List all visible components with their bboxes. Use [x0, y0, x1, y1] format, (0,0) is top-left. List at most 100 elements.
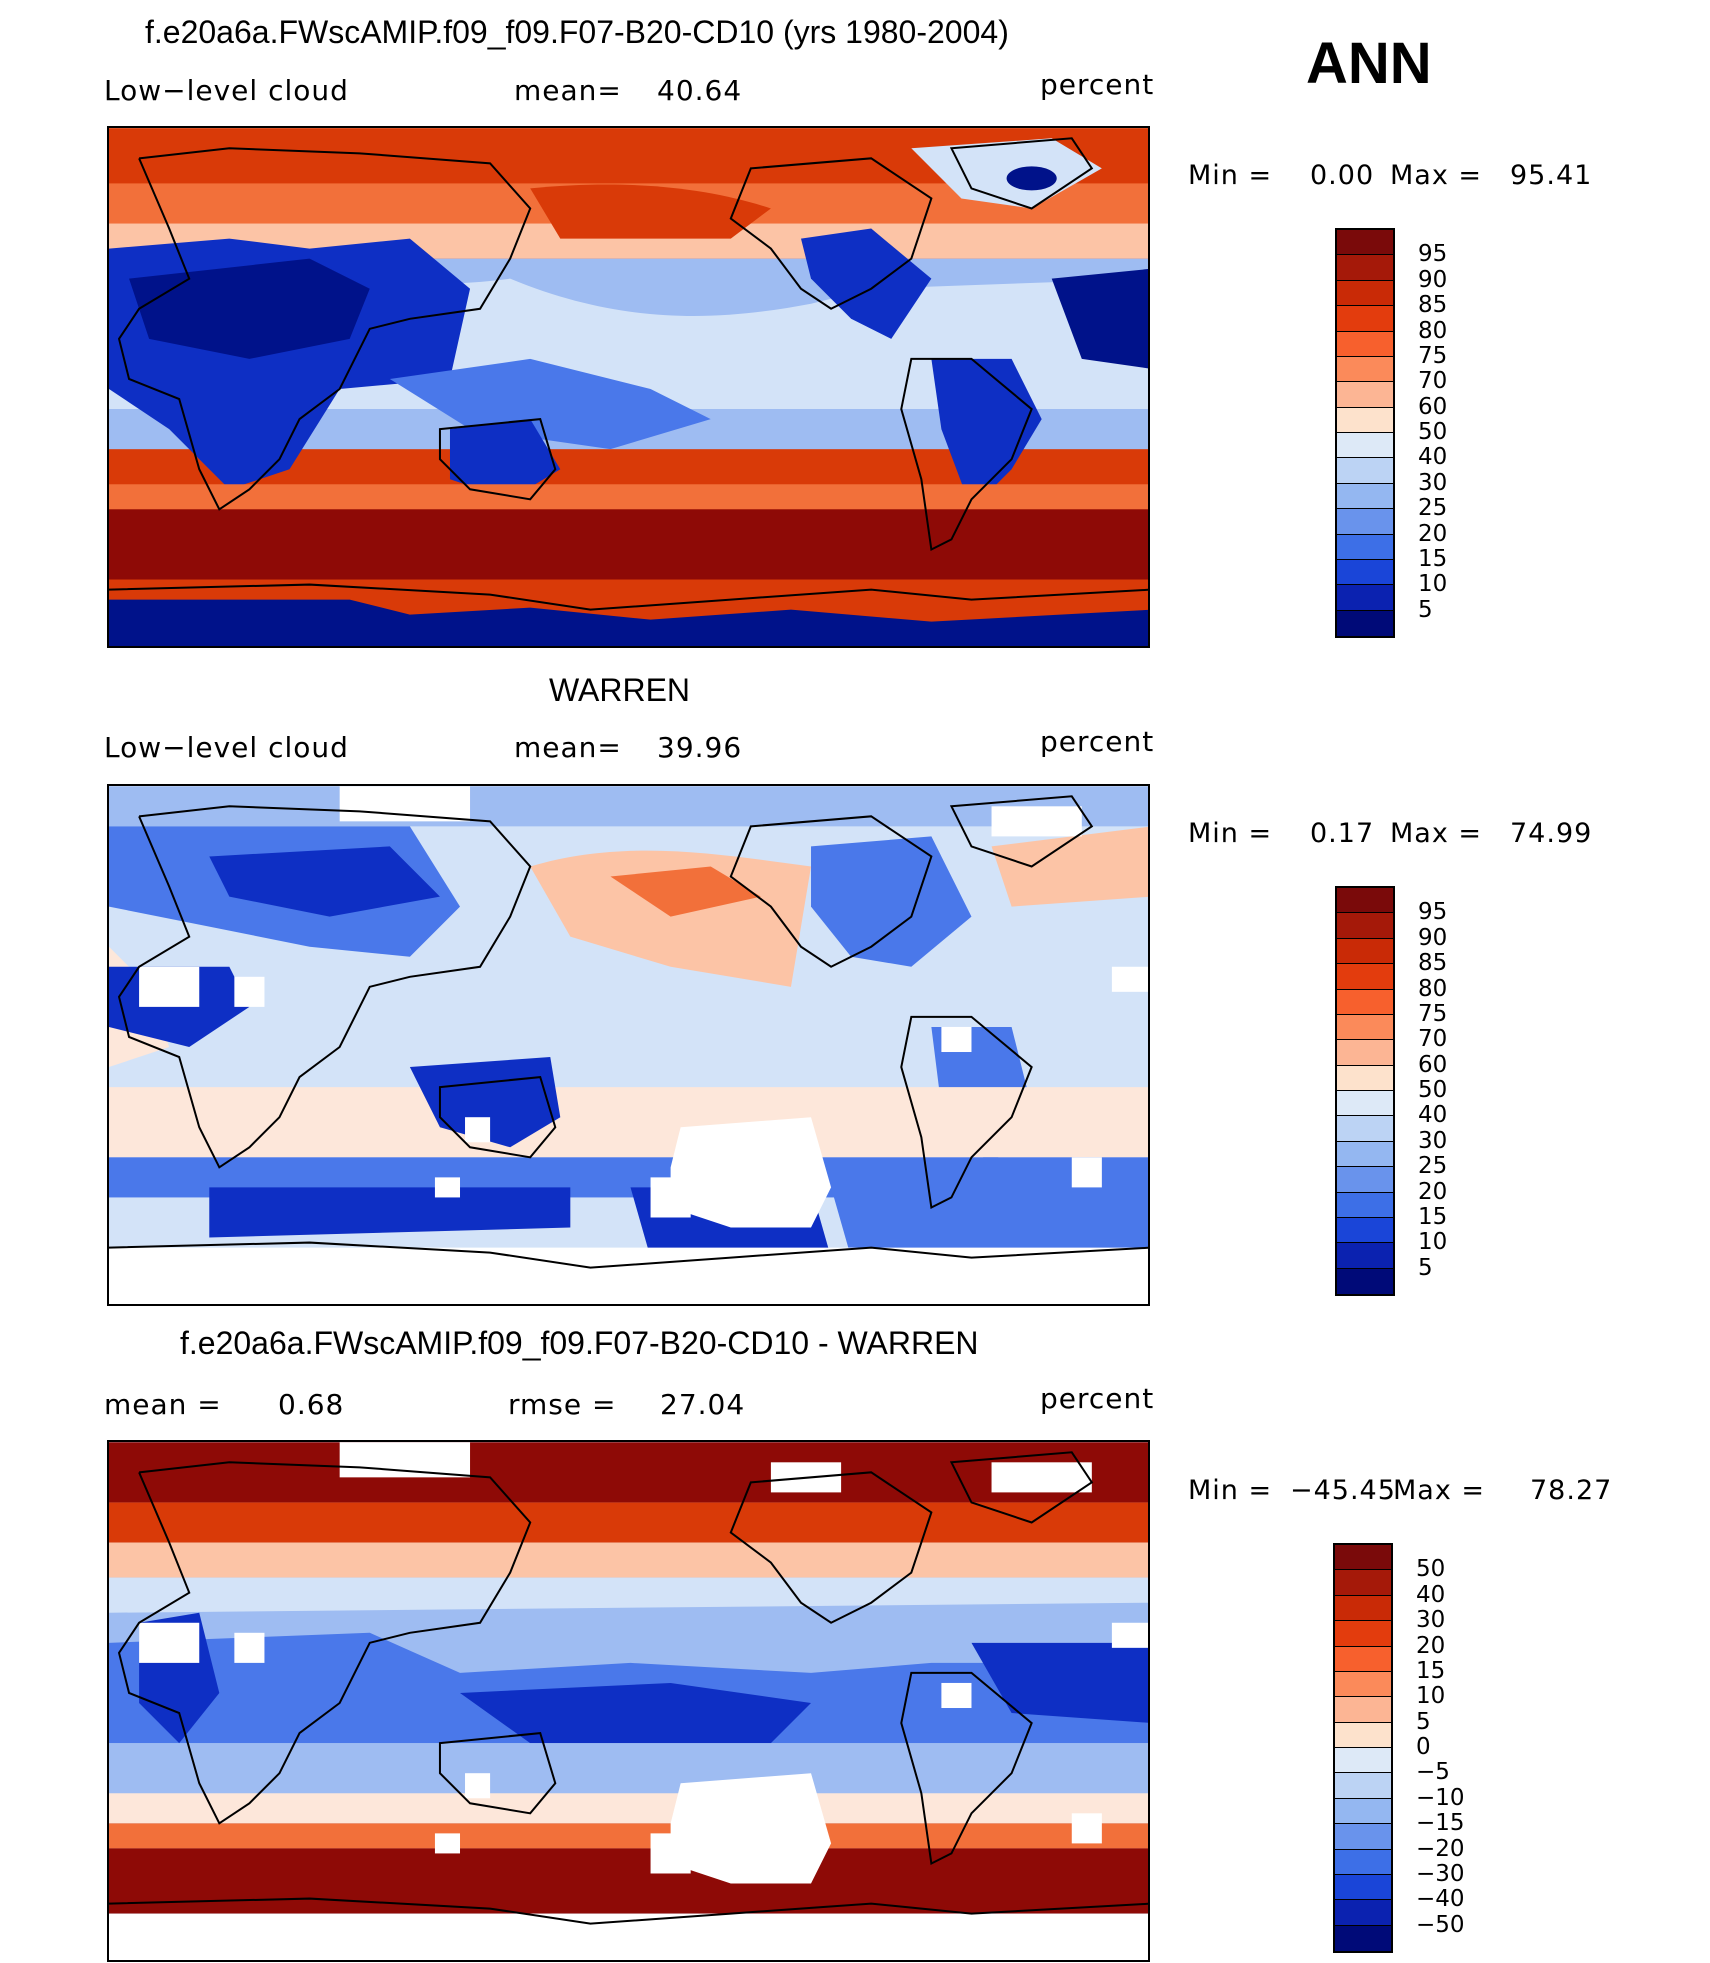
panel1-max-value: 95.41 [1510, 160, 1593, 191]
colorbar-swatch [1337, 1167, 1393, 1193]
colorbar-tick-label: 40 [1418, 1102, 1448, 1129]
colorbar-tick-label: 15 [1416, 1657, 1446, 1684]
colorbar-swatch [1337, 1091, 1393, 1117]
colorbar-tick-label: −30 [1416, 1860, 1465, 1887]
colorbar-tick-label: 25 [1418, 1153, 1448, 1180]
panel3-rmse-value: 27.04 [660, 1388, 746, 1421]
colorbar-tick-label: 85 [1418, 292, 1448, 319]
colorbar-tick-label: 70 [1418, 1026, 1448, 1053]
colorbar-tick-label: 90 [1418, 924, 1448, 951]
panel1-title: f.e20a6a.FWscAMIP.f09_f09.F07-B20-CD10 (… [145, 14, 1009, 50]
panel2-mean-label: mean= [514, 731, 622, 764]
colorbar-tick-label: 30 [1418, 1127, 1448, 1154]
colorbar-swatch [1337, 585, 1393, 611]
colorbar-tick-label: 50 [1418, 1077, 1448, 1103]
panel2-mean-value: 39.96 [657, 731, 743, 764]
panel2-map [107, 784, 1150, 1306]
colorbar-tick-label: 85 [1418, 950, 1448, 977]
colorbar-tick-label: 5 [1418, 1254, 1433, 1281]
colorbar-swatch [1335, 1798, 1391, 1825]
panel3-min-value: −45.45 [1290, 1475, 1396, 1506]
colorbar-tick-label: −50 [1416, 1911, 1465, 1938]
colorbar-swatch [1335, 1824, 1391, 1850]
panel1-min-value: 0.00 [1310, 160, 1375, 191]
colorbar-swatch [1337, 989, 1393, 1015]
colorbar-swatch [1335, 1874, 1391, 1901]
colorbar-swatch [1337, 230, 1393, 256]
panel2-variable-label: Low−level cloud [104, 731, 349, 764]
colorbar-swatch [1335, 1722, 1391, 1748]
colorbar-swatch [1335, 1671, 1391, 1698]
panel1-min-label: Min = [1188, 160, 1273, 191]
colorbar-swatch [1337, 964, 1393, 990]
colorbar-tick-label: 5 [1418, 596, 1433, 623]
colorbar-tick-label: 80 [1418, 975, 1448, 1002]
panel1-mean-value: 40.64 [657, 74, 743, 107]
colorbar-swatch [1337, 382, 1393, 408]
colorbar-swatch [1335, 1545, 1391, 1571]
colorbar-tick-label: 95 [1418, 899, 1448, 926]
colorbar-tick-label: 50 [1418, 419, 1448, 445]
colorbar-swatch [1337, 331, 1393, 357]
colorbar-swatch [1337, 433, 1393, 459]
colorbar-swatch [1337, 534, 1393, 560]
colorbar-tick-label: −40 [1416, 1886, 1465, 1913]
panel3-rmse-label: rmse = [508, 1388, 617, 1421]
colorbar-tick-label: 75 [1418, 1000, 1448, 1027]
colorbar-swatch [1337, 458, 1393, 484]
panel2-max-value: 74.99 [1510, 818, 1593, 849]
panel3-max-value: 78.27 [1530, 1475, 1613, 1506]
colorbar-swatch [1335, 1646, 1391, 1672]
colorbar-swatch [1337, 559, 1393, 586]
colorbar-tick-label: −15 [1416, 1810, 1465, 1837]
colorbar-tick-label: 10 [1416, 1683, 1446, 1710]
colorbar-swatch [1337, 1040, 1393, 1066]
colorbar-tick-label: 15 [1418, 1203, 1448, 1230]
colorbar-tick-label: 70 [1418, 368, 1448, 395]
panel1-colorbar [1335, 228, 1395, 638]
colorbar-tick-label: −10 [1416, 1784, 1465, 1811]
colorbar-swatch [1337, 913, 1393, 939]
colorbar-swatch [1337, 888, 1393, 914]
colorbar-swatch [1337, 483, 1393, 510]
colorbar-swatch [1337, 1116, 1393, 1142]
colorbar-swatch [1335, 1748, 1391, 1774]
colorbar-swatch [1335, 1925, 1391, 1951]
colorbar-swatch [1337, 280, 1393, 307]
colorbar-swatch [1335, 1773, 1391, 1799]
colorbar-tick-label: 20 [1418, 1178, 1448, 1205]
colorbar-swatch [1337, 938, 1393, 965]
colorbar-swatch [1337, 1141, 1393, 1168]
colorbar-tick-label: 30 [1416, 1607, 1446, 1634]
colorbar-tick-label: 50 [1416, 1556, 1446, 1583]
panel3-map [107, 1440, 1150, 1962]
colorbar-tick-label: 20 [1416, 1632, 1446, 1659]
colorbar-swatch [1337, 407, 1393, 433]
colorbar-tick-label: 20 [1418, 520, 1448, 547]
colorbar-tick-label: 40 [1416, 1581, 1446, 1608]
panel1-map [107, 126, 1150, 648]
panel1-map-field [109, 128, 1148, 646]
colorbar-tick-label: −20 [1416, 1835, 1465, 1862]
colorbar-swatch [1337, 1014, 1393, 1041]
panel1-max-label: Max = [1390, 160, 1483, 191]
colorbar-swatch [1337, 1065, 1393, 1091]
colorbar-swatch [1337, 356, 1393, 383]
panel3-map-field [109, 1442, 1148, 1960]
panel2-max-label: Max = [1390, 818, 1483, 849]
colorbar-tick-label: 30 [1418, 469, 1448, 496]
colorbar-tick-label: 25 [1418, 495, 1448, 522]
colorbar-tick-label: 40 [1418, 444, 1448, 471]
colorbar-swatch [1337, 255, 1393, 281]
colorbar-swatch [1337, 1192, 1393, 1218]
panel2-title: WARREN [549, 672, 691, 708]
colorbar-tick-label: −5 [1416, 1759, 1450, 1786]
colorbar-tick-label: 10 [1418, 1229, 1448, 1256]
colorbar-swatch [1335, 1849, 1391, 1875]
colorbar-tick-label: 0 [1416, 1734, 1431, 1760]
panel3-title: f.e20a6a.FWscAMIP.f09_f09.F07-B20-CD10 -… [180, 1325, 979, 1361]
colorbar-swatch [1335, 1697, 1391, 1723]
colorbar-swatch [1337, 1217, 1393, 1244]
colorbar-swatch [1335, 1900, 1391, 1926]
colorbar-swatch [1337, 610, 1393, 636]
